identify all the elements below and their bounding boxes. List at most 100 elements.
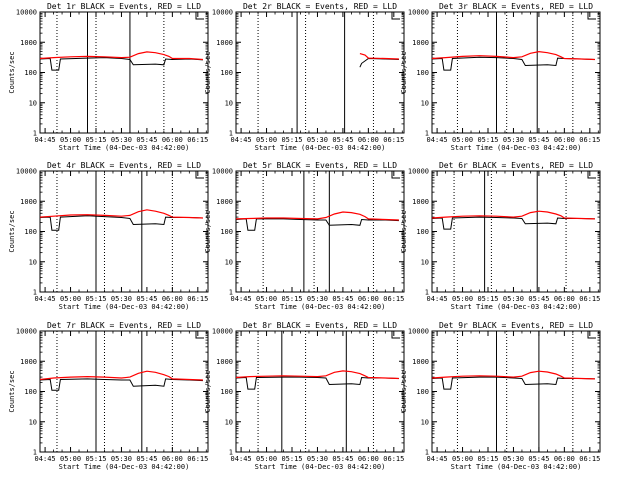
- x-tick-label: 06:00: [162, 295, 183, 303]
- x-tick-label: 06:15: [187, 136, 208, 144]
- y-tick-label: 1000: [216, 39, 233, 47]
- y-tick-label: 1000: [412, 358, 429, 366]
- events-rate-line: [235, 376, 399, 390]
- y-tick-label: 1000: [20, 198, 37, 206]
- y-tick-label: 10000: [16, 168, 37, 176]
- x-tick-label: 06:00: [554, 136, 575, 144]
- events-rate-line: [431, 216, 595, 230]
- y-tick-label: 10000: [16, 328, 37, 336]
- panel-title: Det 7r BLACK = Events, RED = LLD: [47, 321, 201, 330]
- y-tick-label: 1000: [216, 358, 233, 366]
- y-tick-label: 1: [425, 289, 429, 297]
- y-tick-label: 10000: [212, 168, 233, 176]
- y-tick-label: 100: [220, 388, 233, 396]
- detector-panel-4: Det 4r BLACK = Events, RED = LLD 1 10 100 10…: [8, 161, 209, 311]
- panel-title: Det 2r BLACK = Events, RED = LLD: [243, 2, 397, 11]
- corner-marker: [391, 171, 400, 179]
- y-tick-label: 1000: [20, 358, 37, 366]
- lld-rate-line: [235, 370, 399, 380]
- panel-title: Det 6r BLACK = Events, RED = LLD: [439, 161, 593, 170]
- y-axis-label: Counts/sec: [8, 370, 16, 412]
- lld-rate-line: [431, 210, 595, 220]
- x-tick-label: 06:15: [383, 136, 404, 144]
- plot-frame: [235, 11, 405, 134]
- y-axis-label: Counts/sec: [8, 51, 16, 93]
- lld-rate-line: [431, 50, 595, 61]
- events-rate-line: [39, 215, 203, 231]
- y-tick-label: 10: [225, 99, 233, 107]
- x-tick-label: 06:00: [162, 136, 183, 144]
- x-tick-label: 04:45: [427, 295, 448, 303]
- y-tick-label: 100: [416, 228, 429, 236]
- lld-rate-line: [39, 370, 203, 381]
- x-tick-label: 06:00: [358, 455, 379, 463]
- x-tick-label: 05:00: [60, 455, 81, 463]
- x-tick-label: 05:15: [477, 455, 498, 463]
- y-tick-label: 1000: [412, 39, 429, 47]
- x-tick-label: 05:30: [307, 295, 328, 303]
- y-axis-label: Counts/sec: [204, 210, 212, 252]
- y-axis-label: Counts/sec: [204, 370, 212, 412]
- x-tick-label: 05:15: [281, 136, 302, 144]
- x-tick-label: 04:45: [35, 136, 56, 144]
- x-tick-label: 06:00: [358, 295, 379, 303]
- y-tick-label: 1000: [216, 198, 233, 206]
- x-tick-label: 04:45: [231, 455, 252, 463]
- y-tick-label: 10: [225, 418, 233, 426]
- plot-frame: [39, 170, 209, 293]
- x-tick-label: 05:45: [528, 136, 549, 144]
- x-tick-label: 05:45: [332, 295, 353, 303]
- y-tick-label: 100: [416, 388, 429, 396]
- x-tick-label: 04:45: [231, 136, 252, 144]
- events-rate-line: [235, 218, 399, 231]
- y-tick-label: 10000: [408, 9, 429, 17]
- y-tick-label: 1: [33, 289, 37, 297]
- x-tick-label: 05:45: [332, 455, 353, 463]
- x-tick-label: 05:45: [528, 295, 549, 303]
- x-tick-label: 05:30: [307, 136, 328, 144]
- detector-panel-7: Det 7r BLACK = Events, RED = LLD 1 10 100 10…: [8, 321, 209, 471]
- x-tick-label: 06:00: [162, 455, 183, 463]
- x-tick-label: 06:15: [579, 455, 600, 463]
- x-tick-label: 05:30: [503, 295, 524, 303]
- y-tick-label: 1: [229, 449, 233, 457]
- x-tick-label: 05:45: [136, 455, 157, 463]
- x-tick-label: 05:45: [528, 455, 549, 463]
- corner-marker: [195, 331, 204, 339]
- x-tick-label: 05:30: [111, 136, 132, 144]
- y-tick-label: 1: [229, 130, 233, 138]
- x-tick-label: 04:45: [231, 295, 252, 303]
- corner-marker: [391, 12, 400, 20]
- detector-panel-1: Det 1r BLACK = Events, RED = LLD 1 10 100 10…: [8, 2, 209, 152]
- lld-rate-line: [235, 211, 399, 221]
- x-tick-label: 05:00: [452, 136, 473, 144]
- corner-marker: [195, 171, 204, 179]
- panel-title: Det 5r BLACK = Events, RED = LLD: [243, 161, 397, 170]
- x-tick-label: 06:15: [187, 455, 208, 463]
- y-tick-label: 100: [220, 69, 233, 77]
- y-tick-label: 1: [33, 449, 37, 457]
- y-tick-label: 10000: [212, 9, 233, 17]
- x-tick-label: 05:00: [60, 136, 81, 144]
- x-axis-label: Start Time (04-Dec-03 04:42:00): [59, 463, 190, 471]
- x-tick-label: 05:30: [503, 136, 524, 144]
- x-tick-label: 04:45: [35, 455, 56, 463]
- x-tick-label: 05:00: [256, 455, 277, 463]
- detector-panel-2: Det 2r BLACK = Events, RED = LLD 1 10 100 10…: [204, 2, 405, 152]
- events-rate-line: [359, 57, 399, 68]
- plot-frame: [235, 330, 405, 453]
- y-tick-label: 100: [24, 388, 37, 396]
- plot-frame: [39, 330, 209, 453]
- y-tick-label: 10: [29, 258, 37, 266]
- x-tick-label: 05:30: [307, 455, 328, 463]
- events-rate-line: [431, 56, 595, 71]
- y-tick-label: 1000: [412, 198, 429, 206]
- x-tick-label: 04:45: [427, 136, 448, 144]
- y-axis-label: Counts/sec: [8, 210, 16, 252]
- x-tick-label: 05:00: [256, 136, 277, 144]
- x-tick-label: 05:15: [281, 295, 302, 303]
- x-tick-label: 05:00: [60, 295, 81, 303]
- x-tick-label: 05:15: [85, 136, 106, 144]
- y-tick-label: 100: [24, 228, 37, 236]
